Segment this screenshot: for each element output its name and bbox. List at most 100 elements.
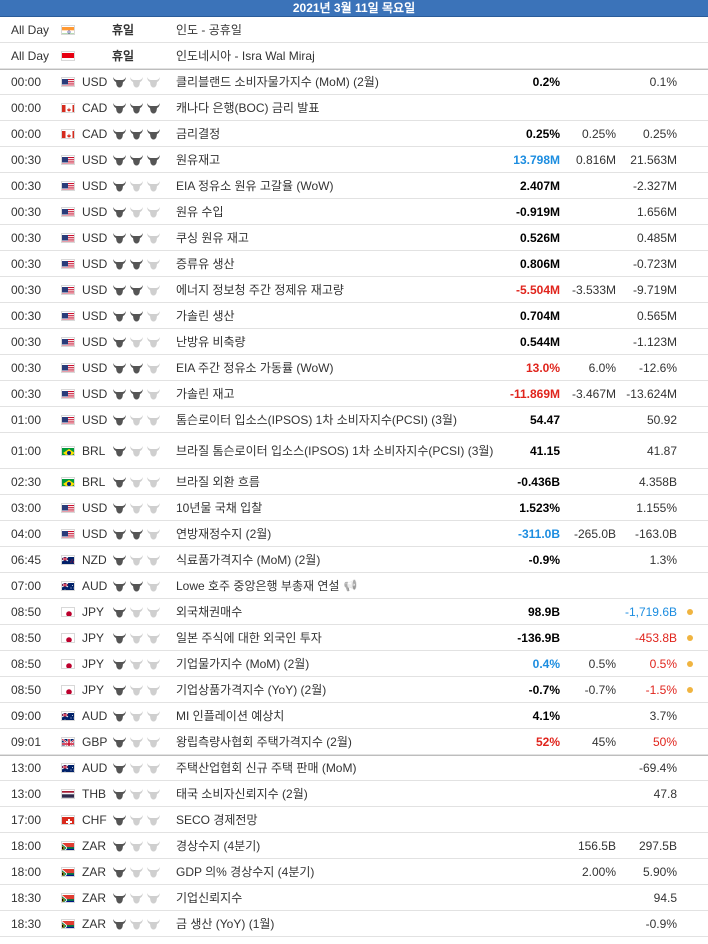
bull-icon <box>129 658 144 670</box>
event-row[interactable]: 09:01 GBP 왕립측량사협회 주택가격지수 (2월) 52% 45% 50% <box>0 729 708 755</box>
event-name-link[interactable]: 기업물가지수 (MoM) (2월) <box>176 651 496 676</box>
event-row[interactable]: 00:30 USD 증류유 생산 0.806M -0.723M <box>0 251 708 277</box>
event-name-link[interactable]: 클리블랜드 소비자물가지수 (MoM) (2월) <box>176 70 496 94</box>
event-time: 00:30 <box>11 360 42 375</box>
event-row[interactable]: 00:30 USD EIA 주간 정유소 가동률 (WoW) 13.0% 6.0% -12… <box>0 355 708 381</box>
event-name-link[interactable]: 식료품가격지수 (MoM) (2월) <box>176 547 496 572</box>
event-row[interactable]: 07:00 AUD Lowe 호주 중앙은행 부총재 연설 📢 <box>0 573 708 599</box>
event-row[interactable]: 01:00 BRL 브라질 톰슨로이터 입소스(IPSOS) 1차 소비자지수(PC… <box>0 433 708 469</box>
event-row[interactable]: 00:30 USD 원유재고 13.798M 0.816M 21.563M <box>0 147 708 173</box>
forecast-value <box>560 95 616 120</box>
event-name: GDP 의% 경상수지 (4분기) <box>176 864 315 879</box>
event-row[interactable]: 06:45 NZD 식료품가격지수 (MoM) (2월) -0.9% 1.3% <box>0 547 708 573</box>
event-row[interactable]: 04:00 USD 연방재정수지 (2월) -311.0B -265.0B -163.0B <box>0 521 708 547</box>
revision-dot-icon[interactable] <box>684 677 696 702</box>
event-row[interactable]: 08:50 JPY 기업물가지수 (MoM) (2월) 0.4% 0.5% 0.5% <box>0 651 708 677</box>
previous-value: -1.5% <box>645 682 677 697</box>
event-name-link[interactable]: 기업상품가격지수 (YoY) (2월) <box>176 677 496 702</box>
event-name-link[interactable]: 인도 - 공휴일 <box>176 17 496 42</box>
event-row[interactable]: 09:00 AUD MI 인플레이션 예상치 4.1% 3.7% <box>0 703 708 729</box>
event-row[interactable]: 08:50 JPY 외국채권매수 98.9B -1,719.6B <box>0 599 708 625</box>
event-time: 18:00 <box>11 864 42 879</box>
event-name-link[interactable]: 인도네시아 - Isra Wal Miraj <box>176 43 496 68</box>
holiday-row[interactable]: All Day 휴일 인도네시아 - Isra Wal Miraj <box>0 43 708 69</box>
event-row[interactable]: 00:00 CAD 금리결정 0.25% 0.25% 0.25% <box>0 121 708 147</box>
event-name-link[interactable]: 브라질 톰슨로이터 입소스(IPSOS) 1차 소비자지수(PCSI) (3월) <box>176 433 496 468</box>
revision-dot-icon[interactable] <box>684 625 696 650</box>
event-name-link[interactable]: SECO 경제전망 <box>176 807 496 832</box>
country-flag-icon <box>61 781 75 806</box>
event-name-link[interactable]: 왕립측량사협회 주택가격지수 (2월) <box>176 729 496 754</box>
event-row[interactable]: 08:50 JPY 기업상품가격지수 (YoY) (2월) -0.7% -0.7% -1.… <box>0 677 708 703</box>
revision-dot-icon[interactable] <box>684 651 696 676</box>
event-row[interactable]: 00:30 USD 쿠싱 원유 재고 0.526M 0.485M <box>0 225 708 251</box>
event-row[interactable]: 00:00 CAD 캐나다 은행(BOC) 금리 발표 <box>0 95 708 121</box>
event-name-link[interactable]: 원유재고 <box>176 147 496 172</box>
event-name-link[interactable]: 태국 소비자신뢰지수 (2월) <box>176 781 496 806</box>
event-name-link[interactable]: 금리결정 <box>176 121 496 146</box>
event-name-link[interactable]: 경상수지 (4분기) <box>176 833 496 858</box>
event-row[interactable]: 03:00 USD 10년물 국채 입찰 1.523% 1.155% <box>0 495 708 521</box>
bull-icon <box>146 336 161 348</box>
event-row[interactable]: 13:00 THB 태국 소비자신뢰지수 (2월) 47.8 <box>0 781 708 807</box>
event-name: 주택산업협회 신규 주택 판매 (MoM) <box>176 761 357 775</box>
event-row[interactable]: 00:30 USD 가솔린 재고 -11.869M -3.467M -13.624M <box>0 381 708 407</box>
forecast-value <box>560 807 616 832</box>
bull-icon <box>112 232 127 244</box>
importance-rating <box>112 251 168 276</box>
event-name-link[interactable]: 주택산업협회 신규 주택 판매 (MoM) <box>176 756 496 780</box>
event-name-link[interactable]: 10년물 국채 입찰 <box>176 495 496 520</box>
event-row[interactable]: 13:00 AUD 주택산업협회 신규 주택 판매 (MoM) -69.4% <box>0 755 708 781</box>
event-row[interactable]: 18:00 ZAR 경상수지 (4분기) 156.5B 297.5B <box>0 833 708 859</box>
event-name-link[interactable]: 쿠싱 원유 재고 <box>176 225 496 250</box>
event-name-link[interactable]: 금 생산 (YoY) (1월) <box>176 911 496 936</box>
currency-code: ZAR <box>82 864 106 879</box>
event-time: 00:30 <box>11 334 42 349</box>
event-name: 증류유 생산 <box>176 256 235 271</box>
event-name-link[interactable]: 연방재정수지 (2월) <box>176 521 496 546</box>
bull-icon <box>146 736 161 748</box>
revision-dot-icon[interactable] <box>684 599 696 624</box>
importance-rating <box>112 355 168 380</box>
event-name: 인도 - 공휴일 <box>176 22 242 37</box>
event-row[interactable]: 02:30 BRL 브라질 외환 흐름 -0.436B 4.358B <box>0 469 708 495</box>
event-row[interactable]: 00:30 USD EIA 정유소 원유 고갈율 (WoW) 2.407M -2.327… <box>0 173 708 199</box>
event-row[interactable]: 18:30 ZAR 기업신뢰지수 94.5 <box>0 885 708 911</box>
event-row[interactable]: 00:30 USD 원유 수입 -0.919M 1.656M <box>0 199 708 225</box>
event-name-link[interactable]: 가솔린 생산 <box>176 303 496 328</box>
event-name-link[interactable]: 캐나다 은행(BOC) 금리 발표 <box>176 95 496 120</box>
event-name-link[interactable]: 증류유 생산 <box>176 251 496 276</box>
event-name-link[interactable]: 브라질 외환 흐름 <box>176 469 496 494</box>
event-name-link[interactable]: 가솔린 재고 <box>176 381 496 406</box>
currency-code: USD <box>82 308 108 323</box>
previous-value: -13.624M <box>626 386 677 401</box>
actual-value: 41.15 <box>529 443 560 458</box>
event-name-link[interactable]: 외국채권매수 <box>176 599 496 624</box>
event-name-link[interactable]: 난방유 비축량 <box>176 329 496 354</box>
previous-value: -1.123M <box>632 334 677 349</box>
bull-icon <box>112 284 127 296</box>
event-name-link[interactable]: 일본 주식에 대한 외국인 투자 <box>176 625 496 650</box>
event-name-link[interactable]: Lowe 호주 중앙은행 부총재 연설 📢 <box>176 573 496 598</box>
event-row[interactable]: 18:30 ZAR 금 생산 (YoY) (1월) -0.9% <box>0 911 708 937</box>
event-name: Lowe 호주 중앙은행 부총재 연설 <box>176 578 340 593</box>
bull-icon <box>129 284 144 296</box>
holiday-row[interactable]: All Day 휴일 인도 - 공휴일 <box>0 17 708 43</box>
event-row[interactable]: 00:30 USD 에너지 정보청 주간 정제유 재고량 -5.504M -3.533M… <box>0 277 708 303</box>
event-name-link[interactable]: 에너지 정보청 주간 정제유 재고량 <box>176 277 496 302</box>
event-row[interactable]: 00:30 USD 가솔린 생산 0.704M 0.565M <box>0 303 708 329</box>
forecast-value <box>560 329 616 354</box>
event-row[interactable]: 00:30 USD 난방유 비축량 0.544M -1.123M <box>0 329 708 355</box>
event-row[interactable]: 18:00 ZAR GDP 의% 경상수지 (4분기) 2.00% 5.90% <box>0 859 708 885</box>
event-name-link[interactable]: 톰슨로이터 입소스(IPSOS) 1차 소비자지수(PCSI) (3월) <box>176 407 496 432</box>
event-row[interactable]: 01:00 USD 톰슨로이터 입소스(IPSOS) 1차 소비자지수(PCSI) … <box>0 407 708 433</box>
event-name-link[interactable]: EIA 주간 정유소 가동률 (WoW) <box>176 355 496 380</box>
event-name-link[interactable]: 기업신뢰지수 <box>176 885 496 910</box>
event-name-link[interactable]: EIA 정유소 원유 고갈율 (WoW) <box>176 173 496 198</box>
event-name-link[interactable]: MI 인플레이션 예상치 <box>176 703 496 728</box>
event-row[interactable]: 08:50 JPY 일본 주식에 대한 외국인 투자 -136.9B -453.8B <box>0 625 708 651</box>
event-row[interactable]: 17:00 CHF SECO 경제전망 <box>0 807 708 833</box>
event-row[interactable]: 00:00 USD 클리블랜드 소비자물가지수 (MoM) (2월) 0.2% 0.1% <box>0 69 708 95</box>
event-name-link[interactable]: GDP 의% 경상수지 (4분기) <box>176 859 496 884</box>
event-name-link[interactable]: 원유 수입 <box>176 199 496 224</box>
